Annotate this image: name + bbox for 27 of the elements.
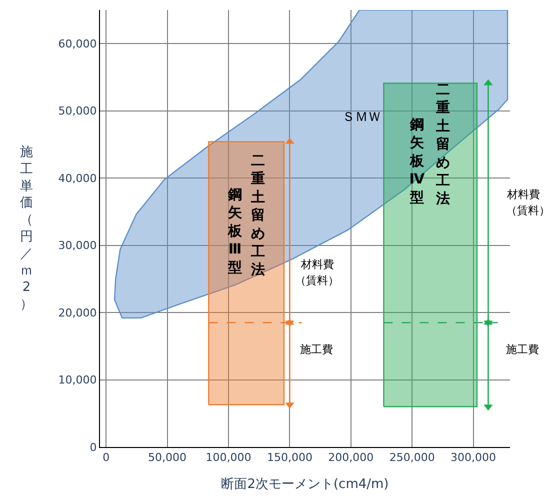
annotation: 施工費 (506, 343, 539, 356)
annotation: （賃料） (506, 204, 550, 217)
x-axis-title: 断面2次モーメント(cm4/m) (221, 476, 389, 492)
annotation: 鋼矢板Ⅲ型 (227, 187, 243, 276)
y-tick-label: 60,000 (58, 37, 97, 50)
x-tick-label: 300,000 (450, 451, 496, 464)
x-tick-label: 250,000 (389, 451, 435, 464)
annotation: （賃料） (295, 274, 339, 287)
x-tick-label: 100,000 (206, 451, 252, 464)
y-tick-label: 0 (90, 440, 97, 454)
y-tick-label: 20,000 (58, 306, 97, 320)
annotation: 鋼矢板Ⅳ型 (409, 117, 426, 206)
y-tick-label: 30,000 (58, 239, 97, 252)
annotation: 材料費 (506, 188, 540, 201)
annotation: 材料費 (300, 258, 334, 271)
x-tick-label: 0 (102, 451, 110, 464)
annotation: 二重土留め工法 (435, 82, 450, 208)
y-tick-label: 50,000 (58, 104, 97, 118)
text: 施工単価（円／ｍ2） (20, 145, 33, 312)
annotation: 施工費 (300, 343, 333, 356)
x-tick-label: 200,000 (328, 451, 374, 464)
y-tick-label: 40,000 (58, 172, 97, 185)
x-tick-label: 50,000 (148, 451, 187, 464)
y-tick-label: 10,000 (58, 374, 97, 387)
annotation: 二重土留め工法 (250, 153, 265, 278)
x-tick-label: 150,000 (266, 451, 312, 464)
annotation: ＳＭＷ (342, 110, 381, 125)
